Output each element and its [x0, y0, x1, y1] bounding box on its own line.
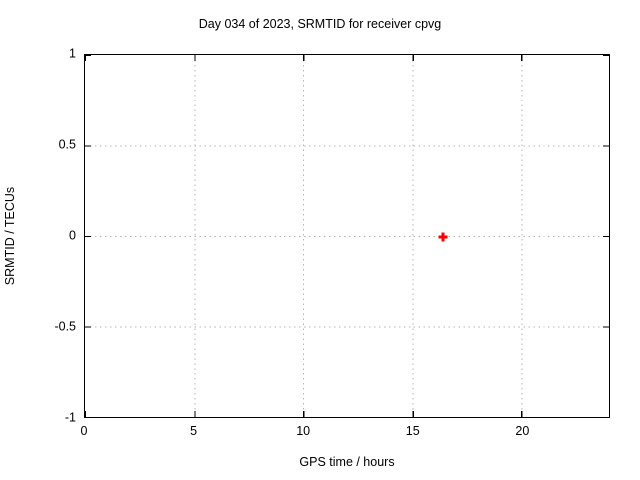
y-tick-label: 1	[69, 46, 76, 61]
y-tick-label: -1	[64, 410, 76, 425]
x-tick-label: 0	[80, 424, 88, 438]
axis-tick-marks	[84, 54, 609, 419]
data-points-layer	[85, 55, 609, 417]
data-point-marker	[438, 232, 448, 242]
y-tick-label: 0	[69, 228, 76, 243]
plot-area	[84, 54, 610, 419]
y-tick-label: -0.5	[54, 319, 76, 334]
x-tick-label: 5	[190, 424, 198, 438]
x-tick-label: 15	[405, 424, 420, 438]
x-axis-label: GPS time / hours	[299, 455, 395, 469]
x-tick-label: 10	[296, 424, 311, 438]
gridlines	[85, 55, 609, 417]
chart-title: Day 034 of 2023, SRMTID for receiver cpv…	[198, 17, 442, 31]
marker-vertical-bar	[441, 232, 445, 242]
x-axis-tick-labels: 0 5 10 15 20	[80, 424, 610, 441]
y-axis-tick-labels: -1 -0.5 0 0.5 1	[0, 47, 76, 424]
x-tick-label: 20	[515, 424, 530, 438]
y-tick-label: 0.5	[58, 137, 76, 152]
